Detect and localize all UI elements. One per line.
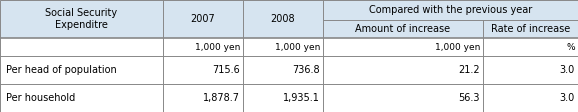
Text: 1,878.7: 1,878.7 <box>203 93 240 103</box>
Text: 2007: 2007 <box>191 14 216 24</box>
Text: 1,000 yen: 1,000 yen <box>435 42 480 52</box>
Text: Rate of increase: Rate of increase <box>491 24 570 34</box>
Text: 2008: 2008 <box>271 14 295 24</box>
Text: 3.0: 3.0 <box>560 93 575 103</box>
Text: Per household: Per household <box>6 93 75 103</box>
Text: 1,935.1: 1,935.1 <box>283 93 320 103</box>
Text: %: % <box>566 42 575 52</box>
Text: Per head of population: Per head of population <box>6 65 117 75</box>
Text: 21.2: 21.2 <box>458 65 480 75</box>
Text: 3.0: 3.0 <box>560 65 575 75</box>
Text: 1,000 yen: 1,000 yen <box>275 42 320 52</box>
Text: 715.6: 715.6 <box>212 65 240 75</box>
Text: 736.8: 736.8 <box>292 65 320 75</box>
Text: 1,000 yen: 1,000 yen <box>195 42 240 52</box>
Bar <box>0 0 578 38</box>
Text: Compared with the previous year: Compared with the previous year <box>369 5 532 15</box>
Text: Social Security
Expenditre: Social Security Expenditre <box>46 8 117 30</box>
Text: 56.3: 56.3 <box>458 93 480 103</box>
Text: Amount of increase: Amount of increase <box>355 24 451 34</box>
